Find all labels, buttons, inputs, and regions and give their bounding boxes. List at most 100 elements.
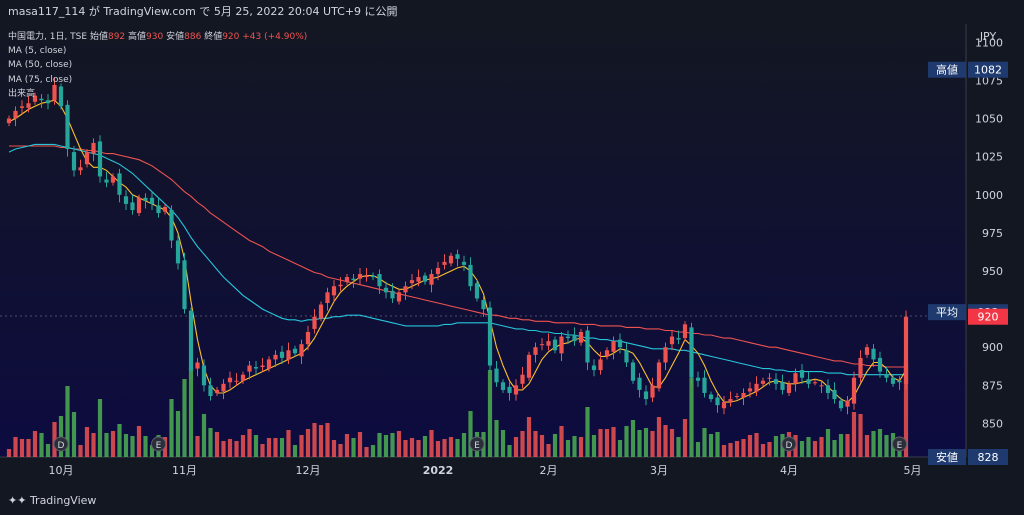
candle-body — [52, 84, 57, 101]
candle-body — [455, 254, 460, 259]
candle-body — [26, 103, 31, 108]
volume-bar — [299, 435, 304, 457]
candle-body — [357, 274, 363, 279]
candle-body — [825, 385, 831, 393]
volume-bar — [591, 435, 597, 457]
candle-body — [669, 336, 675, 345]
volume-bar — [533, 431, 538, 457]
candle-body — [559, 336, 564, 354]
volume-bar — [747, 435, 753, 457]
candle-body — [676, 338, 681, 340]
candle-body — [162, 206, 168, 212]
candle-body — [591, 365, 597, 371]
volume-bar — [318, 425, 324, 457]
y-tick-label: 1050 — [975, 113, 1003, 126]
volume-bar — [429, 430, 434, 457]
candle-body — [812, 382, 818, 384]
volume-bar — [455, 439, 460, 457]
volume-bar — [286, 430, 291, 457]
volume-bar — [728, 443, 733, 457]
candle-body — [435, 267, 441, 275]
candle-body — [338, 284, 343, 287]
volume-bar — [682, 419, 688, 457]
volume-bar — [507, 445, 512, 457]
volume-bar — [273, 438, 278, 457]
candle-body — [429, 274, 434, 285]
candle-body — [19, 106, 25, 108]
volume-bar — [526, 417, 532, 457]
candle-body — [331, 286, 337, 296]
volume-bar — [71, 412, 77, 457]
candle-body — [773, 379, 779, 384]
volume-bar — [773, 436, 779, 457]
y-tick-label: 1000 — [975, 189, 1003, 202]
tradingview-logo-text[interactable]: TradingView — [29, 494, 97, 507]
volume-bar — [351, 438, 356, 457]
close-label: 終値 — [204, 32, 223, 42]
legend-volume[interactable]: 出来高 — [8, 88, 36, 99]
volume-bar — [643, 428, 649, 457]
volume-bar — [624, 426, 629, 457]
candle-body — [871, 348, 876, 360]
x-tick-label: 2月 — [540, 464, 558, 477]
candle-body — [598, 359, 603, 371]
tradingview-logo-icon[interactable]: ✦✦ — [8, 494, 27, 507]
candle-body — [104, 179, 109, 183]
candle-body — [689, 327, 694, 378]
price-tag-label: 平均 — [936, 306, 958, 319]
volume-bar — [487, 370, 493, 457]
volume-bar — [858, 414, 863, 457]
volume-bar — [611, 427, 616, 457]
ma75-line — [9, 145, 906, 368]
event-marker-letter: E — [897, 441, 903, 451]
candle-body — [377, 274, 382, 287]
volume-bar — [468, 411, 473, 457]
volume-bar — [715, 432, 720, 457]
volume-bar — [520, 431, 525, 457]
legend-ma50[interactable]: MA (50, close) — [8, 60, 73, 71]
candle-body — [279, 351, 285, 358]
volume-bar — [559, 426, 564, 457]
price-axis[interactable]: JPY 850875900925950975100010251050107511… — [975, 30, 1003, 430]
candle-body — [715, 397, 720, 406]
candle-body — [734, 396, 740, 398]
time-axis[interactable]: 10月 11月 12月 2022 2月 3月 4月 5月 — [49, 464, 922, 477]
candle-body — [247, 365, 252, 372]
volume-bar — [689, 378, 694, 457]
candle-body — [494, 368, 499, 383]
volume-bar — [208, 428, 213, 457]
volume-bar — [461, 433, 467, 457]
legend-ma75[interactable]: MA (75, close) — [8, 74, 73, 85]
volume-bar — [546, 444, 551, 457]
symbol-name: 中国電力, 1日, TSE — [8, 32, 88, 42]
volume-bar — [130, 436, 135, 457]
candle-body — [897, 380, 902, 383]
price-tag-value: 920 — [978, 311, 999, 324]
event-marker — [892, 436, 907, 452]
volume-bar — [422, 436, 428, 457]
candle-body — [624, 350, 629, 363]
candle-body — [643, 391, 649, 400]
publish-info: masa117_114 が TradingView.com で 5月 25, 2… — [8, 5, 398, 18]
y-tick-label: 1025 — [975, 151, 1003, 164]
legend-ma5[interactable]: MA (5, close) — [8, 46, 67, 57]
candle-body — [364, 275, 369, 278]
x-tick-label: 3月 — [650, 464, 668, 477]
candle-body — [838, 400, 844, 409]
volume-bar — [513, 437, 519, 457]
candle-body — [702, 377, 707, 393]
candle-body — [97, 141, 103, 177]
candle-body — [468, 264, 473, 287]
candle-body — [442, 261, 447, 265]
candle-body — [130, 202, 135, 211]
candle-body — [58, 86, 64, 107]
volume-bar — [799, 441, 805, 457]
volume-bar — [188, 368, 194, 457]
volume-bar — [851, 412, 857, 457]
open-value: 892 — [107, 32, 126, 42]
candle-body — [71, 152, 77, 171]
volume-bar — [110, 431, 116, 457]
volume-bar — [13, 437, 18, 457]
price-tag-box — [968, 449, 1008, 465]
